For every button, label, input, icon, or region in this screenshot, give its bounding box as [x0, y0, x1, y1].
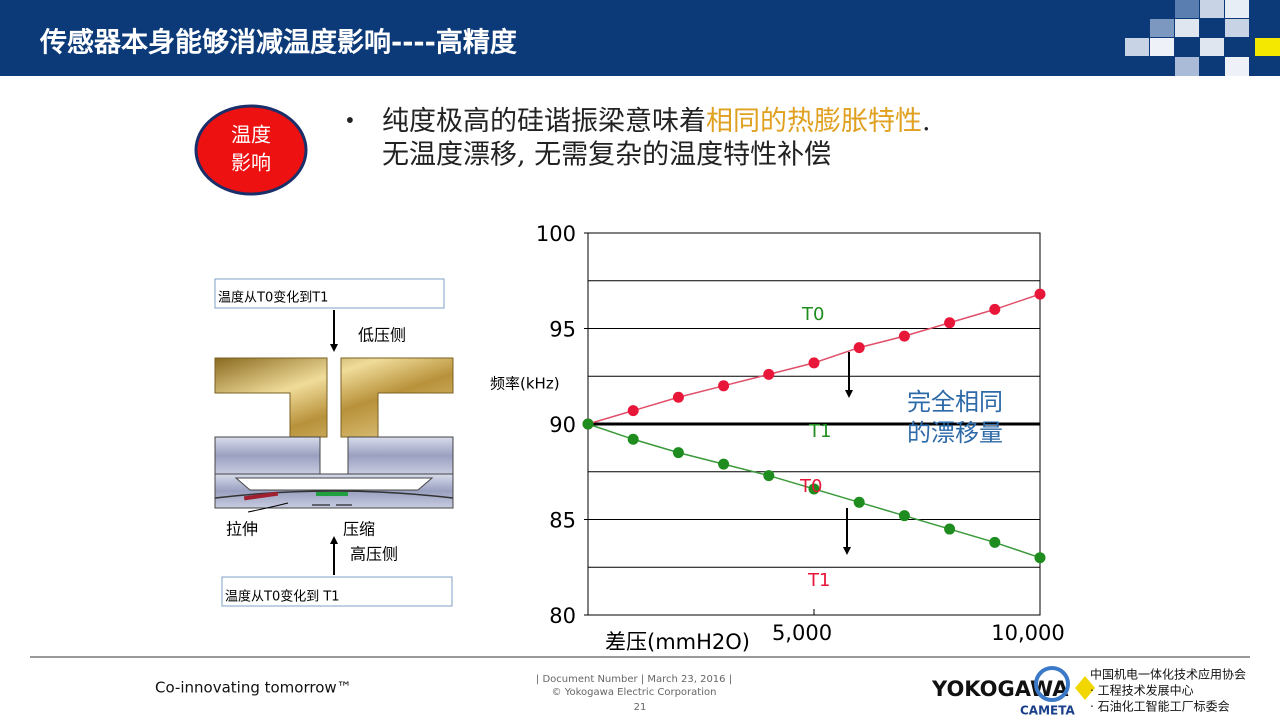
bullet-text: 纯度极高的硅谐振梁意味着相同的热膨胀特性.: [382, 106, 931, 137]
data-point: [718, 380, 730, 392]
chart: 80 85 90 95 100 5,000 10,000 频率(kHz) 差压(mmH2O) T0…: [490, 222, 1065, 654]
slogan: Co-innovating tomorrow™: [155, 679, 352, 697]
bullet-highlight: 相同的热膨胀特性: [706, 106, 922, 137]
y-axis-label: 频率(kHz): [490, 375, 560, 393]
data-point: [989, 536, 1001, 548]
page-number: 21: [634, 702, 647, 713]
org: 中国机电一体化技术应用协会: [1090, 667, 1246, 682]
data-point: [672, 447, 684, 459]
copyright: © Yokogawa Electric Corporation: [552, 687, 717, 698]
label: 高压侧: [350, 545, 398, 564]
brand: YOKOGAWA: [931, 677, 1069, 701]
data-point: [944, 523, 956, 535]
data-point: [853, 342, 865, 354]
header-squares: [1125, 0, 1280, 76]
data-point: [763, 368, 775, 380]
bullet-text: 纯度极高的硅谐振梁意味着: [382, 106, 706, 137]
annotation: T0: [799, 476, 822, 497]
badge-text: 温度: [231, 123, 271, 147]
annotation: T1: [808, 421, 831, 442]
label-box: [221, 576, 453, 607]
annotation: T1: [807, 570, 830, 591]
logo: [1075, 676, 1095, 700]
cameta: CAMETA: [1020, 704, 1075, 718]
org: · 石油化工智能工厂标委会: [1090, 699, 1230, 714]
data-point: [808, 357, 820, 369]
data-point: [853, 496, 865, 508]
data-point: [718, 458, 730, 470]
data-point: [944, 317, 956, 329]
data-point: [763, 470, 775, 482]
y-tick-label: 100: [536, 222, 576, 246]
data-point: [989, 303, 1001, 315]
label: 温度从T0变化到 T1: [225, 589, 340, 605]
x-tick-label: 10,000: [991, 621, 1064, 645]
bullet-text: .: [922, 106, 931, 137]
bullet-text: 无温度漂移, 无需复杂的温度特性补偿: [382, 140, 831, 171]
header-band: [0, 0, 1280, 76]
org: · 工程技术发展中心: [1090, 683, 1194, 698]
annotation: T0: [801, 304, 824, 325]
y-tick-label: 90: [549, 413, 576, 437]
badge-text: 影响: [231, 151, 271, 175]
logo: [1034, 666, 1070, 702]
label: 压缩: [343, 520, 375, 539]
label: 温度从T0变化到T1: [218, 290, 328, 306]
doc-info: | Document Number | March 23, 2016 |: [536, 674, 732, 685]
title: 传感器本身能够消减温度影响----高精度: [39, 27, 517, 59]
y-tick-label: 95: [549, 318, 576, 342]
data-point: [898, 510, 910, 522]
data-point: [1034, 552, 1046, 564]
annotation: 完全相同: [907, 388, 1003, 416]
badge: [194, 104, 308, 196]
bullet-dot: •: [344, 109, 356, 133]
data-point: [1034, 288, 1046, 300]
sensor-diagram: 温度从T0变化到T1 低压侧 拉伸 压缩 高压侧 温度从T0变化到 T1: [214, 278, 454, 607]
arrow-head: [845, 390, 853, 398]
data-point: [672, 391, 684, 403]
data-point: [898, 330, 910, 342]
x-tick-label: 5,000: [772, 621, 832, 645]
y-tick-label: 85: [549, 509, 576, 533]
data-point: [627, 405, 639, 417]
label-box: [214, 278, 445, 309]
x-axis-label: 差压(mmH2O): [605, 630, 750, 654]
data-point: [582, 418, 594, 430]
annotation: 的漂移量: [907, 419, 1003, 447]
arrow-head: [843, 547, 851, 555]
label: 低压侧: [358, 326, 406, 345]
label: 拉伸: [226, 520, 258, 539]
data-point: [808, 483, 820, 495]
y-tick-label: 80: [549, 604, 576, 628]
data-point: [627, 433, 639, 445]
